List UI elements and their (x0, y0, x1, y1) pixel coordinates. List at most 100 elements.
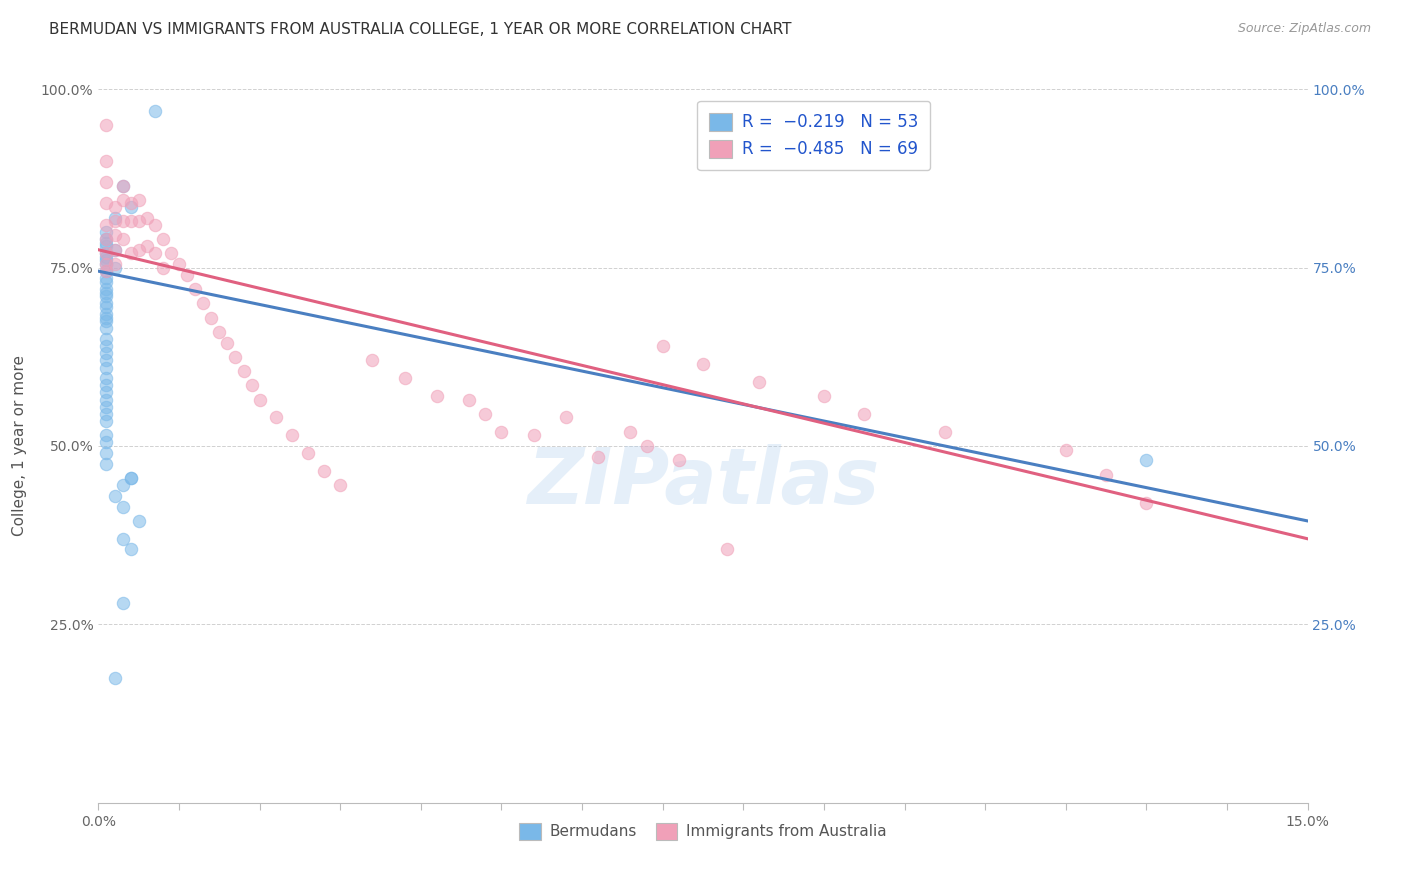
Point (96, 175, 118, 189)
Point (96, 246, 118, 260)
Point (96, 446, 118, 460)
Point (103, 489, 125, 503)
Text: ZIPatlas: ZIPatlas (527, 443, 879, 520)
Point (128, 514, 150, 528)
Point (96, 428, 118, 442)
Point (934, 425, 956, 439)
Point (96, 250, 118, 264)
Point (128, 243, 150, 257)
Point (96, 300, 118, 314)
Point (249, 392, 271, 407)
Point (111, 500, 134, 514)
Point (96, 235, 118, 250)
Point (96, 218, 118, 232)
Point (96, 378, 118, 392)
Point (111, 596, 134, 610)
Point (96, 271, 118, 285)
Point (619, 425, 641, 439)
Point (96, 285, 118, 300)
Point (224, 350, 246, 364)
Point (491, 425, 513, 439)
Point (111, 214, 134, 228)
Text: BERMUDAN VS IMMIGRANTS FROM AUSTRALIA COLLEGE, 1 YEAR OR MORE CORRELATION CHART: BERMUDAN VS IMMIGRANTS FROM AUSTRALIA CO… (49, 22, 792, 37)
Point (103, 214, 125, 228)
Point (555, 410, 578, 425)
Point (111, 193, 134, 207)
Point (96, 232, 118, 246)
Point (167, 257, 190, 271)
Point (120, 542, 142, 557)
Point (1135, 496, 1157, 510)
Point (813, 389, 835, 403)
Point (111, 178, 134, 193)
Point (96, 225, 118, 239)
Point (96, 239, 118, 253)
Point (96, 307, 118, 321)
Point (716, 542, 738, 557)
Point (96, 353, 118, 368)
Point (281, 428, 304, 442)
Point (111, 478, 134, 492)
Point (135, 239, 157, 253)
Point (329, 478, 352, 492)
Point (103, 200, 125, 214)
Point (1135, 453, 1157, 467)
Point (96, 257, 118, 271)
Point (103, 257, 125, 271)
Point (120, 196, 142, 211)
Point (232, 364, 254, 378)
Point (135, 211, 157, 225)
Point (96, 232, 118, 246)
Y-axis label: College, 1 year or more: College, 1 year or more (13, 356, 27, 536)
Point (120, 246, 142, 260)
Point (152, 232, 174, 246)
Point (96, 253, 118, 268)
Point (1095, 467, 1118, 482)
Point (96, 385, 118, 400)
Point (96, 392, 118, 407)
Point (96, 371, 118, 385)
Point (636, 439, 658, 453)
Point (103, 211, 125, 225)
Point (96, 321, 118, 335)
Text: Source: ZipAtlas.com: Source: ZipAtlas.com (1237, 22, 1371, 36)
Point (111, 232, 134, 246)
Point (176, 268, 198, 282)
Point (853, 407, 876, 421)
Point (120, 471, 142, 485)
Point (103, 228, 125, 243)
Point (96, 257, 118, 271)
Point (103, 671, 125, 685)
Point (314, 464, 336, 478)
Point (96, 346, 118, 360)
Point (103, 243, 125, 257)
Point (208, 325, 231, 339)
Point (120, 200, 142, 214)
Point (217, 335, 239, 350)
Point (152, 260, 174, 275)
Point (96, 282, 118, 296)
Point (96, 118, 118, 132)
Point (96, 407, 118, 421)
Point (96, 400, 118, 414)
Point (111, 532, 134, 546)
Point (96, 289, 118, 303)
Point (96, 360, 118, 375)
Point (1054, 442, 1077, 457)
Point (96, 264, 118, 278)
Point (692, 357, 714, 371)
Point (394, 371, 416, 385)
Point (651, 339, 673, 353)
Point (96, 264, 118, 278)
Point (143, 218, 166, 232)
Point (96, 275, 118, 289)
Point (297, 446, 319, 460)
Point (96, 310, 118, 325)
Point (474, 407, 496, 421)
Point (193, 296, 215, 310)
Point (200, 310, 222, 325)
Point (103, 260, 125, 275)
Legend: Bermudans, Immigrants from Australia: Bermudans, Immigrants from Australia (510, 814, 896, 848)
Point (143, 103, 166, 118)
Point (96, 296, 118, 310)
